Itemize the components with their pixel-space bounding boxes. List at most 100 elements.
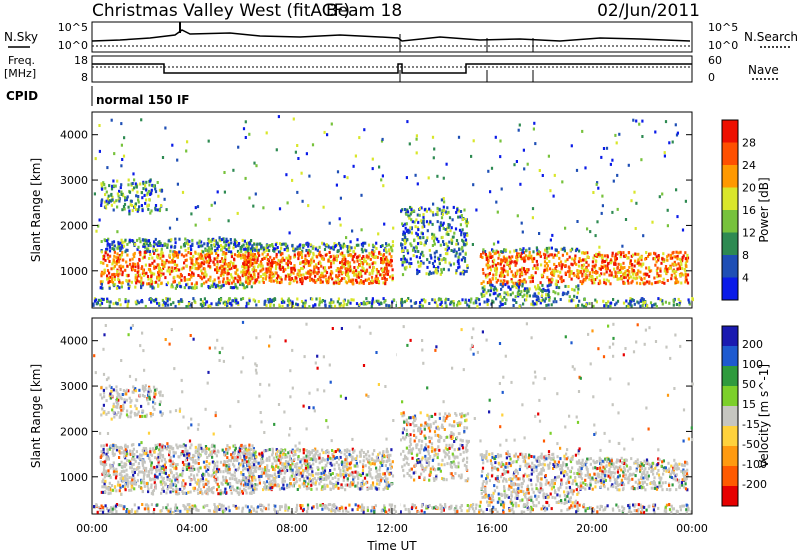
heatmap-cell xyxy=(499,295,502,299)
heatmap-cell xyxy=(436,210,439,214)
heatmap-cell xyxy=(158,448,161,452)
heatmap-cell xyxy=(334,279,337,283)
heatmap-cell xyxy=(158,472,161,476)
heatmap-cell xyxy=(217,300,220,304)
heatmap-cell xyxy=(574,254,577,258)
heatmap-cell xyxy=(121,258,124,262)
heatmap-cell xyxy=(571,287,574,291)
heatmap-cell xyxy=(216,262,219,266)
heatmap-cell xyxy=(187,490,190,494)
heatmap-cell xyxy=(223,190,226,194)
heatmap-cell xyxy=(156,255,159,259)
heatmap-cell xyxy=(223,260,227,263)
heatmap-cell xyxy=(486,262,489,266)
heatmap-cell xyxy=(319,253,322,257)
heatmap-cell xyxy=(120,143,123,147)
heatmap-cell xyxy=(375,299,378,303)
heatmap-cell xyxy=(305,475,308,478)
heatmap-cell xyxy=(662,252,665,256)
heatmap-cell xyxy=(278,207,282,211)
heatmap-cell xyxy=(403,266,406,270)
heatmap-cell xyxy=(140,267,143,271)
heatmap-cell xyxy=(432,213,435,217)
heatmap-cell xyxy=(358,303,361,307)
heatmap-cell xyxy=(247,247,250,251)
heatmap-cell xyxy=(502,258,505,262)
heatmap-cell xyxy=(365,297,368,301)
heatmap-cell xyxy=(173,466,176,470)
heatmap-cell xyxy=(216,246,219,250)
heatmap-cell xyxy=(445,232,448,236)
heatmap-cell xyxy=(180,278,183,282)
heatmap-cell xyxy=(150,273,153,277)
heatmap-cell xyxy=(243,265,246,269)
heatmap-cell xyxy=(370,254,373,258)
heatmap-cell xyxy=(226,448,229,452)
heatmap-cell xyxy=(168,479,172,482)
heatmap-cell xyxy=(574,249,578,253)
heatmap-cell xyxy=(134,279,137,283)
heatmap-cell xyxy=(209,304,212,308)
heatmap-cell xyxy=(180,298,183,302)
heatmap-cell xyxy=(115,470,118,474)
heatmap-cell xyxy=(115,301,118,305)
heatmap-cell xyxy=(212,470,216,474)
heatmap-cell xyxy=(307,472,311,476)
heatmap-cell xyxy=(224,476,227,480)
heatmap-cell xyxy=(528,287,531,291)
heatmap-cell xyxy=(646,254,650,258)
heatmap-cell xyxy=(412,254,415,258)
heatmap-cell xyxy=(119,483,122,487)
heatmap-cell xyxy=(543,289,546,292)
heatmap-cell xyxy=(109,475,112,479)
heatmap-cell xyxy=(542,252,546,256)
heatmap-cell xyxy=(133,186,136,190)
heatmap-cell xyxy=(225,469,228,473)
heatmap-cell xyxy=(687,298,690,302)
heatmap-cell xyxy=(385,244,388,247)
heatmap-cell xyxy=(185,283,188,287)
heatmap-cell xyxy=(227,250,230,253)
heatmap-cell xyxy=(156,465,159,469)
heatmap-cell xyxy=(106,264,109,268)
heatmap-cell xyxy=(130,199,133,203)
heatmap-cell xyxy=(128,190,132,194)
heatmap-cell xyxy=(400,257,403,261)
heatmap-cell xyxy=(436,304,439,308)
heatmap-cell xyxy=(176,255,179,259)
heatmap-cell xyxy=(141,256,144,260)
heatmap-cell xyxy=(99,280,102,284)
heatmap-cell xyxy=(103,200,106,204)
heatmap-cell xyxy=(305,485,309,489)
heatmap-cell xyxy=(138,470,141,474)
heatmap-cell xyxy=(546,275,549,279)
heatmap-cell xyxy=(157,277,160,281)
heatmap-cell xyxy=(228,446,231,450)
heatmap-cell xyxy=(258,280,261,284)
heatmap-cell xyxy=(171,257,175,261)
heatmap-cell xyxy=(202,460,206,464)
heatmap-cell xyxy=(582,305,585,308)
heatmap-cell xyxy=(318,482,321,486)
heatmap-cell xyxy=(372,255,375,259)
heatmap-cell xyxy=(418,304,421,308)
heatmap-cell xyxy=(194,445,197,449)
heatmap-cell xyxy=(181,190,185,194)
heatmap-cell xyxy=(617,271,620,274)
heatmap-cell xyxy=(668,301,671,305)
heatmap-cell xyxy=(228,471,231,475)
heatmap-cell xyxy=(290,277,294,281)
heatmap-cell xyxy=(120,470,123,474)
heatmap-cell xyxy=(508,266,511,270)
heatmap-cell xyxy=(297,268,300,272)
heatmap-cell xyxy=(485,275,488,279)
heatmap-cell xyxy=(309,467,312,471)
heatmap-cell xyxy=(184,463,187,467)
heatmap-cell xyxy=(588,271,591,275)
heatmap-cell xyxy=(202,483,205,487)
heatmap-cell xyxy=(152,447,155,451)
heatmap-cell xyxy=(210,450,213,454)
heatmap-cell xyxy=(249,448,253,451)
heatmap-cell xyxy=(166,243,169,247)
heatmap-cell xyxy=(292,305,295,309)
